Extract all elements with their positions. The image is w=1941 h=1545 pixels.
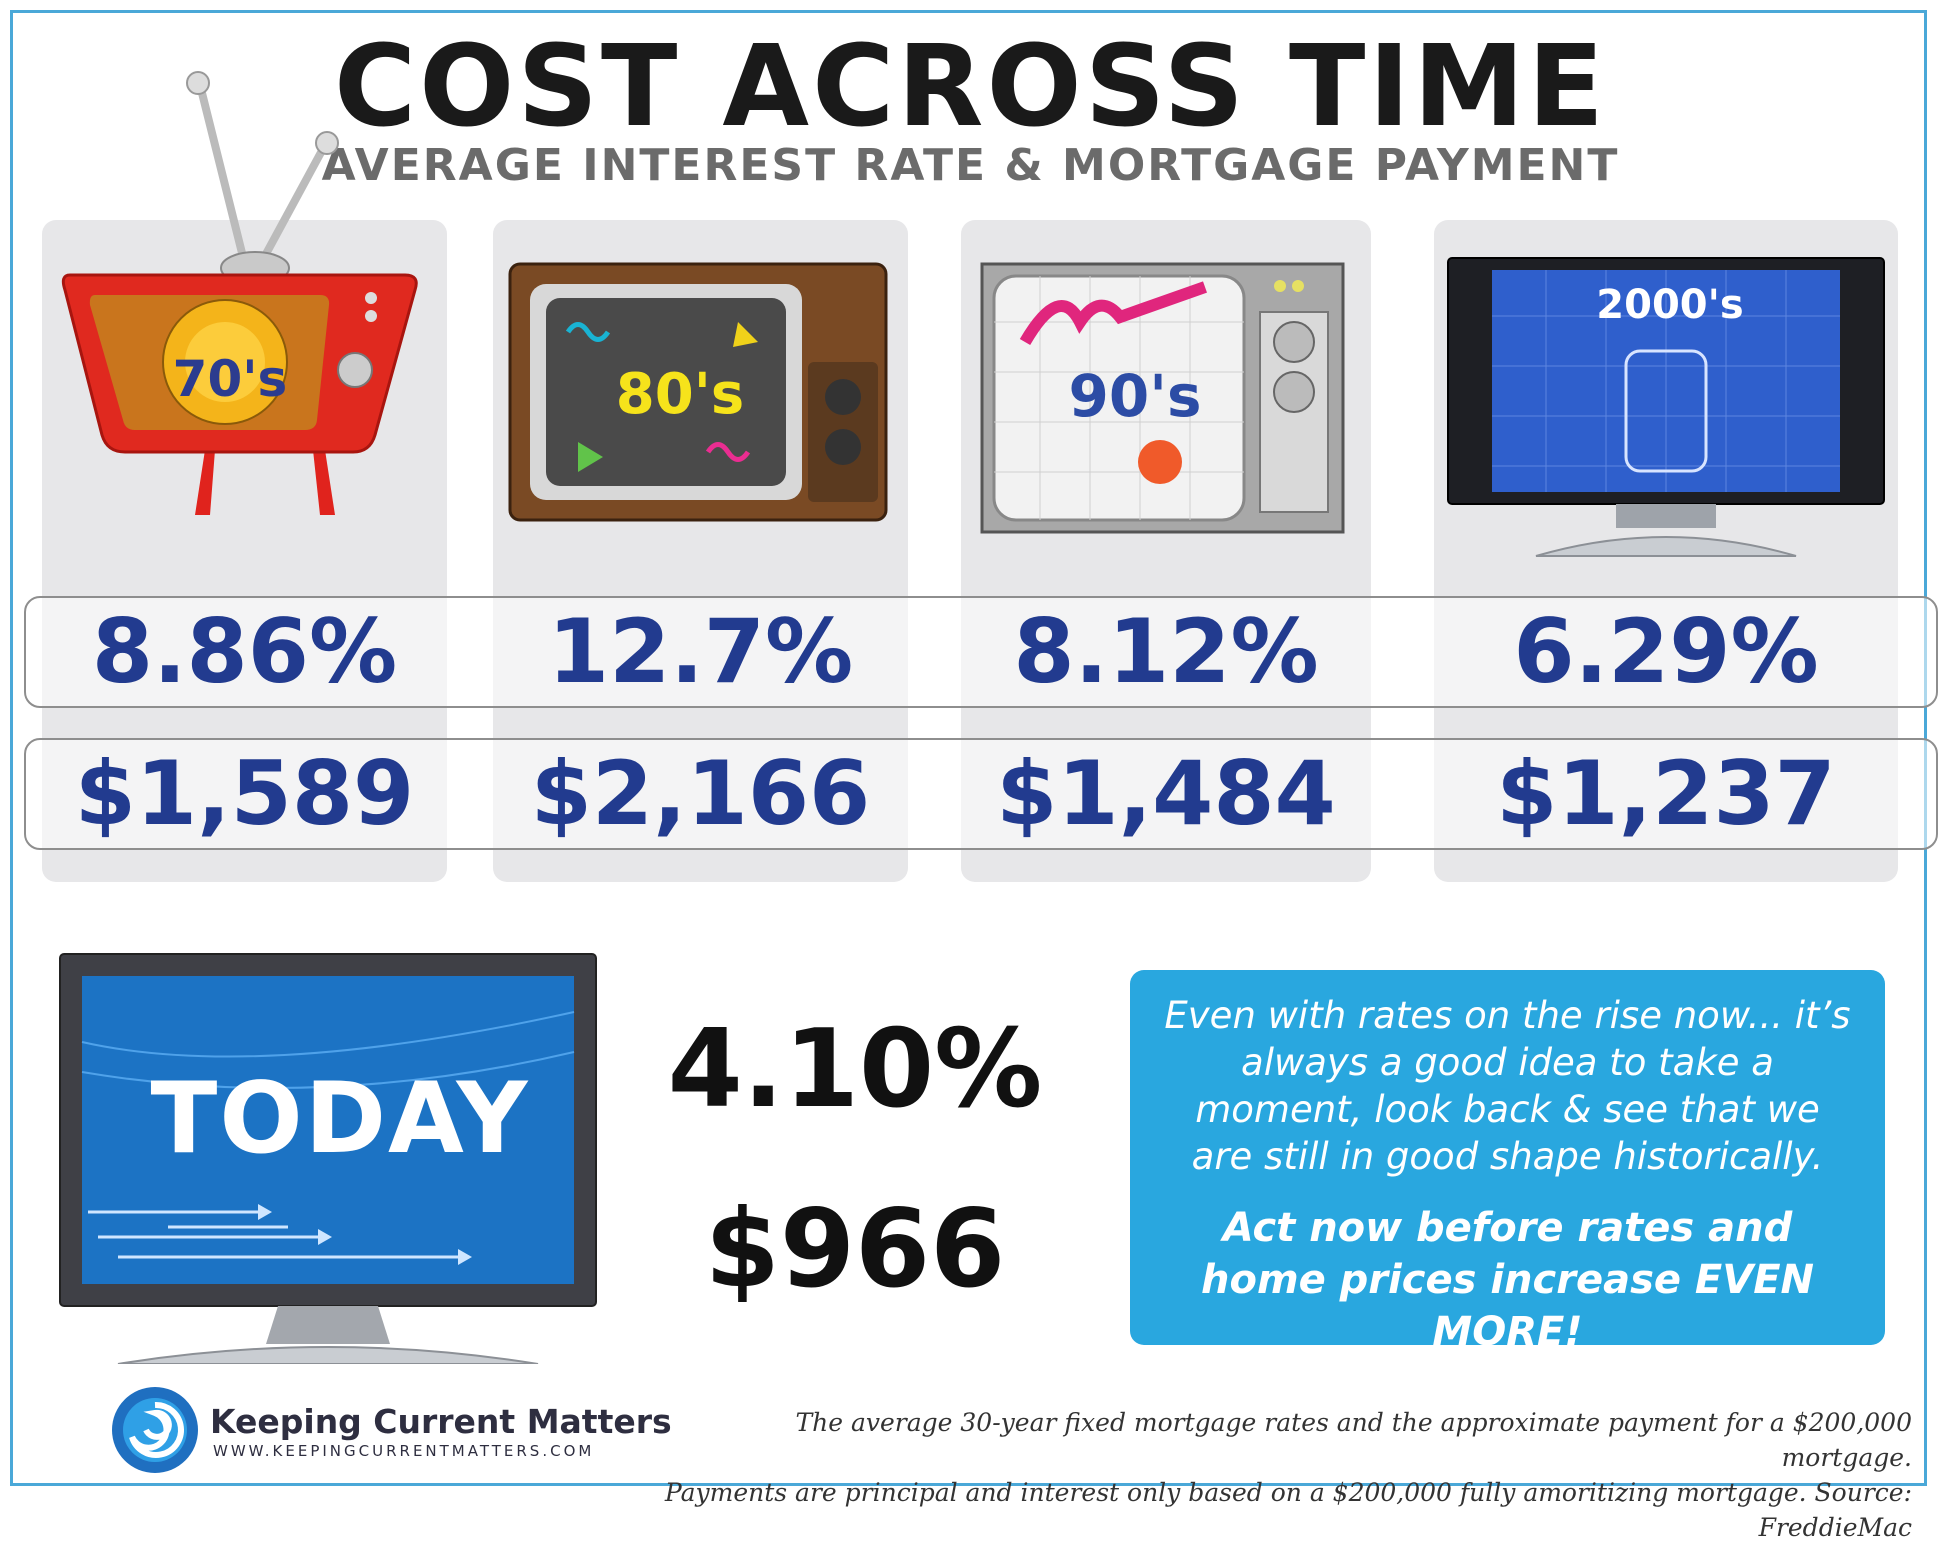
payment-90s: $1,484 [996,742,1336,845]
tv-70s-icon [61,71,418,515]
era-label-70s: 70's [172,350,288,408]
footnote: The average 30-year fixed mortgage rates… [662,1405,1912,1545]
era-label-90s: 90's [1068,362,1202,430]
footnote-line-1: The average 30-year fixed mortgage rates… [795,1408,1912,1472]
tv-80s-icon [508,262,888,522]
page-title: COST ACROSS TIME [333,22,1608,152]
brand-url[interactable]: WWW.KEEPINGCURRENTMATTERS.COM [213,1442,595,1460]
rate-90s: 8.12% [1013,600,1319,703]
era-label-80s: 80's [615,362,745,427]
payment-band [24,738,1938,850]
today-label: TODAY [150,1062,530,1176]
tv-today-icon [59,953,597,1364]
tv-2000s-icon [1447,257,1885,557]
message-text: Even with rates on the rise now... it’s … [1164,994,1851,1178]
swirl-logo-icon [112,1387,198,1473]
payment-2000s: $1,237 [1496,742,1836,845]
message-cta: Act now before rates and home prices inc… [1200,1205,1815,1355]
era-label-2000s: 2000's [1596,282,1744,328]
footnote-line-2: Payments are principal and interest only… [664,1478,1912,1542]
tv-90s-icon [980,262,1345,534]
rate-70s: 8.86% [91,600,398,703]
brand-name: Keeping Current Matters [210,1402,672,1441]
page-subtitle: AVERAGE INTEREST RATE & MORTGAGE PAYMENT [321,140,1620,191]
today-payment: $966 [704,1187,1006,1312]
rate-2000s: 6.29% [1513,600,1819,703]
payment-80s: $2,166 [530,742,871,845]
message-box: Even with rates on the rise now... it’s … [1130,970,1885,1355]
payment-70s: $1,589 [74,742,415,845]
today-rate: 4.10% [667,1007,1043,1132]
rate-80s: 12.7% [547,600,854,703]
rate-band [24,596,1938,708]
